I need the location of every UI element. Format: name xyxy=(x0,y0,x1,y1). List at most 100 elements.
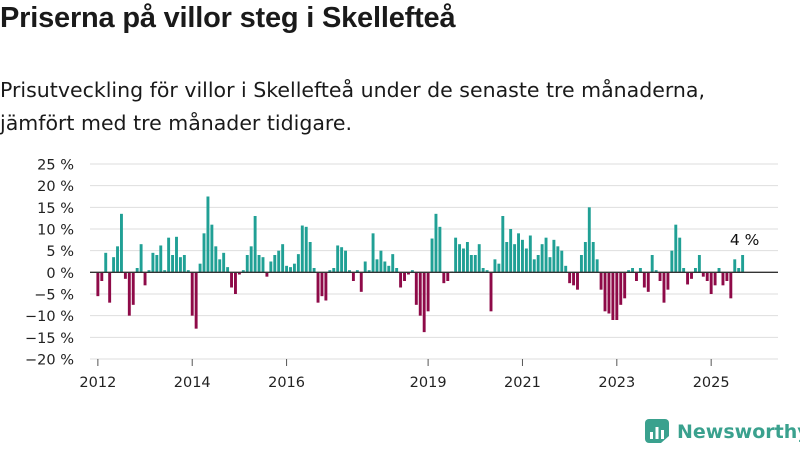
bar xyxy=(186,270,190,273)
bar xyxy=(603,272,607,312)
bar xyxy=(171,255,175,273)
bar xyxy=(312,268,316,273)
bar xyxy=(269,261,273,273)
bar xyxy=(454,237,458,273)
bar xyxy=(289,267,292,273)
bar xyxy=(96,272,100,297)
y-tick-label: 20 % xyxy=(37,179,74,195)
bar xyxy=(120,213,123,273)
bar xyxy=(591,242,595,273)
bar xyxy=(379,250,383,273)
bar xyxy=(222,252,226,273)
bar xyxy=(576,272,579,290)
bar xyxy=(619,272,623,305)
bar xyxy=(477,244,481,273)
bar xyxy=(595,259,599,273)
bar xyxy=(501,216,505,273)
bar xyxy=(611,272,615,320)
bar xyxy=(418,272,422,316)
y-tick-label: −15 % xyxy=(25,331,74,347)
bar xyxy=(658,272,662,281)
bar xyxy=(147,270,151,273)
y-tick-label: 25 % xyxy=(37,158,74,174)
bar xyxy=(678,237,682,273)
bar xyxy=(607,272,611,314)
bar xyxy=(422,272,426,333)
x-tick-label: 2025 xyxy=(693,375,730,391)
bar xyxy=(292,263,296,273)
bar xyxy=(705,272,709,281)
bar xyxy=(234,272,237,294)
bar xyxy=(536,255,540,273)
bar xyxy=(713,272,717,286)
bar xyxy=(564,265,568,273)
bar xyxy=(399,272,403,288)
bar xyxy=(583,242,587,273)
bar xyxy=(182,255,186,273)
x-tick-label: 2016 xyxy=(268,375,305,391)
bar xyxy=(230,272,233,288)
bar xyxy=(697,255,701,273)
bar xyxy=(587,207,591,273)
bar xyxy=(485,270,489,273)
newsworthy-brand[interactable]: Newsworthy xyxy=(645,419,800,445)
bar xyxy=(406,272,410,275)
bar xyxy=(473,255,477,273)
y-tick-label: −20 % xyxy=(25,353,74,369)
bar xyxy=(693,268,697,273)
bar xyxy=(112,257,116,273)
bar xyxy=(214,246,218,273)
bar xyxy=(556,246,560,273)
y-tick-label: 15 % xyxy=(37,201,74,217)
chart-title: Priserna på villor steg i Skellefteå xyxy=(0,2,456,34)
bar xyxy=(410,270,414,273)
bar xyxy=(403,272,406,281)
bar xyxy=(359,272,363,292)
bar xyxy=(528,235,532,273)
bar xyxy=(363,261,367,273)
bar xyxy=(316,272,320,303)
bar xyxy=(430,238,434,273)
bar xyxy=(241,270,245,273)
bar xyxy=(741,255,745,273)
bar xyxy=(568,272,572,284)
bar xyxy=(237,272,241,275)
bar xyxy=(332,268,336,273)
bar xyxy=(257,255,261,273)
bar xyxy=(139,244,143,273)
bar xyxy=(599,272,603,290)
bar xyxy=(395,268,399,273)
bar xyxy=(226,267,230,273)
bar xyxy=(249,246,253,273)
bar xyxy=(458,244,462,273)
bar xyxy=(178,257,182,273)
bar xyxy=(729,272,733,299)
bar xyxy=(552,239,556,273)
bar xyxy=(218,259,222,273)
bar xyxy=(371,233,375,273)
bar xyxy=(163,270,167,273)
bar xyxy=(497,263,501,273)
bar xyxy=(245,255,249,273)
bar xyxy=(387,265,391,273)
bar xyxy=(143,272,147,286)
bar xyxy=(336,245,340,273)
bar xyxy=(442,272,446,284)
bar xyxy=(155,255,159,273)
bar xyxy=(666,272,670,290)
grid-lines xyxy=(90,163,778,360)
bar xyxy=(517,233,520,273)
bar xyxy=(320,272,324,297)
bar xyxy=(446,272,450,281)
bar xyxy=(635,272,638,281)
bar xyxy=(300,225,304,273)
bar xyxy=(131,272,135,305)
y-tick-label: 10 % xyxy=(37,223,74,239)
bar xyxy=(261,257,265,273)
x-tick-label: 2023 xyxy=(598,375,635,391)
bar xyxy=(108,272,112,303)
bar xyxy=(367,270,371,273)
bar xyxy=(253,216,257,273)
bar xyxy=(737,268,741,273)
